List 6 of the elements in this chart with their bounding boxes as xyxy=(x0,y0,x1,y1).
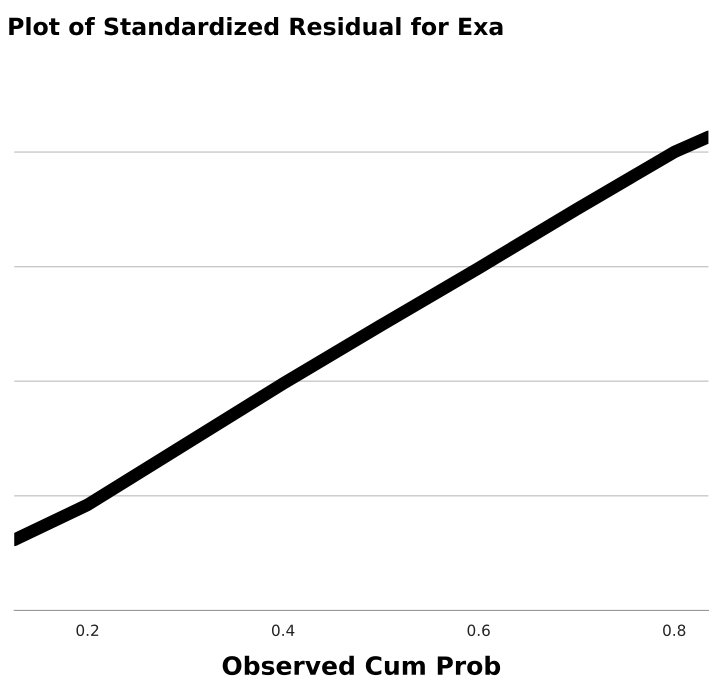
x-tick-label: 0.8 xyxy=(663,624,686,636)
x-tick-label: 0.2 xyxy=(76,624,98,636)
x-axis-title: Observed Cum Prob xyxy=(222,656,500,676)
x-tick-label: 0.6 xyxy=(468,624,490,636)
chart-title: Plot of Standardized Residual for Exa xyxy=(9,17,502,36)
x-tick-label: 0.4 xyxy=(272,624,294,636)
